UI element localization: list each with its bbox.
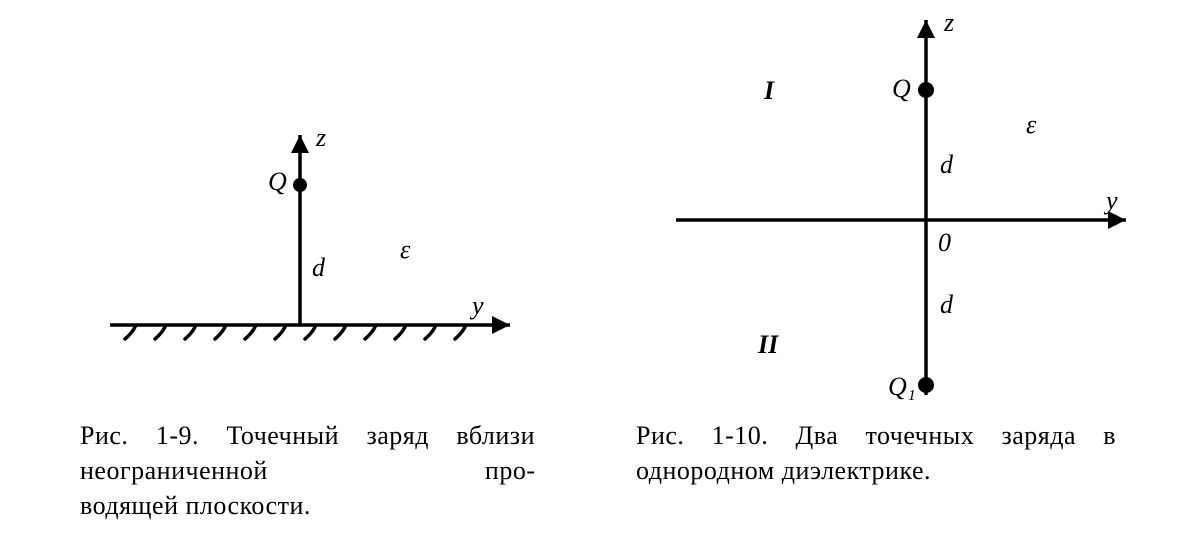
label-z-r: z: [944, 8, 954, 38]
label-q: Q: [268, 167, 287, 197]
figure-1-9-svg: [80, 95, 540, 395]
label-z: z: [316, 123, 326, 153]
z-axis-arrow-r: [917, 20, 935, 38]
label-origin: 0: [938, 228, 951, 258]
y-axis-arrow: [492, 316, 510, 334]
label-d: d: [312, 253, 325, 283]
ground-hatching: [125, 327, 465, 339]
caption-1-10: Рис. 1-10. Два точечных заряда в однород…: [636, 418, 1116, 488]
charge-q-top: [918, 82, 934, 98]
figure-1-10: z Q ε I d 0 y d II Q₁: [636, 0, 1136, 430]
figure-1-9: z Q d ε y: [80, 95, 540, 395]
charge-q1-bottom: [918, 377, 934, 393]
label-q-top: Q: [892, 74, 911, 104]
figure-1-10-svg: [636, 0, 1136, 430]
label-d-bottom: d: [940, 290, 953, 320]
caption-1-9: Рис. 1-9. Точечный заряд вблизи неограни…: [80, 418, 535, 523]
label-d-top: d: [940, 150, 953, 180]
label-epsilon: ε: [400, 235, 410, 265]
label-y: y: [472, 291, 484, 321]
z-axis-arrow: [291, 135, 309, 153]
label-region-I: I: [764, 76, 774, 106]
label-q1-bottom: Q₁: [888, 372, 916, 402]
label-epsilon-r: ε: [1026, 110, 1036, 140]
page: z Q d ε y Рис. 1-9. Точечный заряд вблиз…: [0, 0, 1196, 538]
label-region-II: II: [758, 330, 778, 360]
label-y-r: y: [1106, 186, 1118, 216]
charge-q-point: [293, 178, 307, 192]
